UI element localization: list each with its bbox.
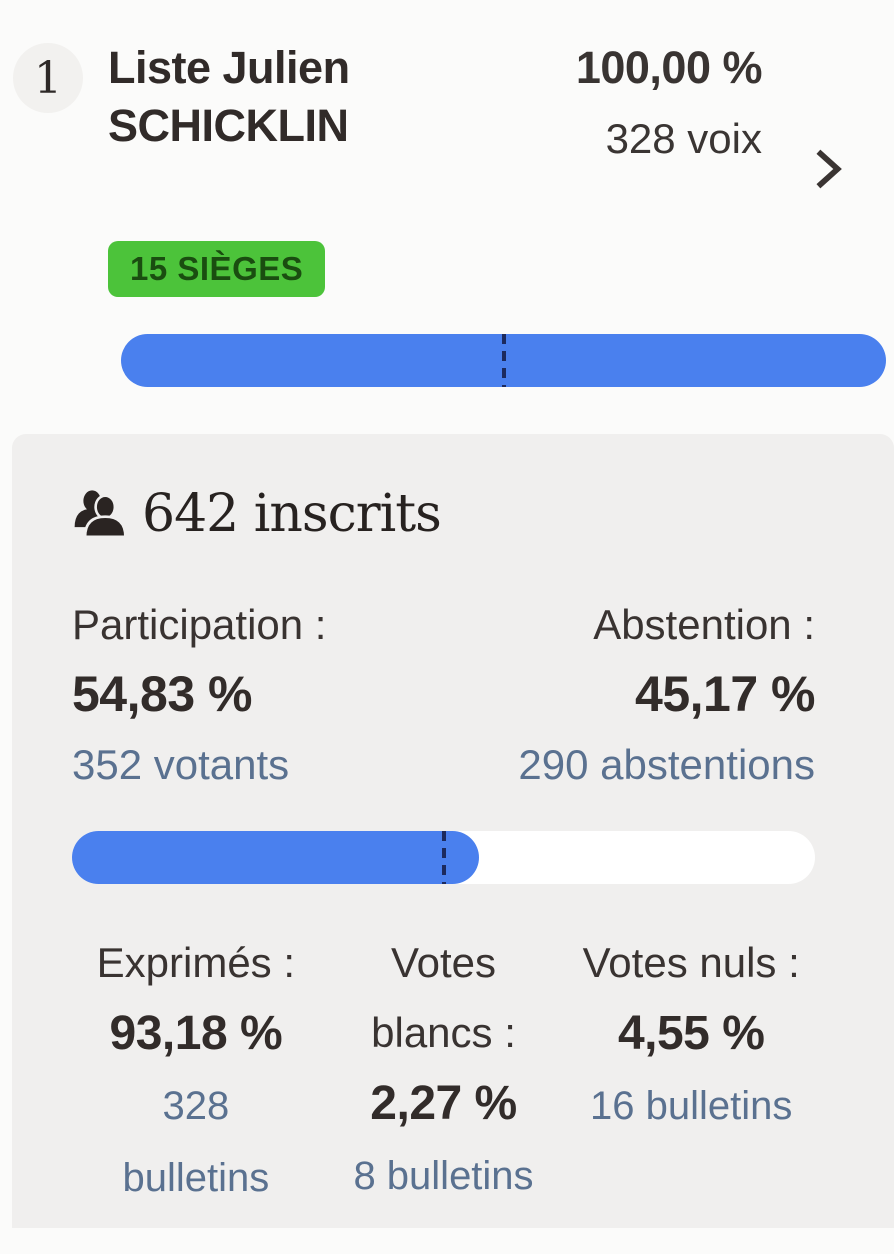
- participation-detail: 352 votants: [72, 741, 290, 789]
- participation-value: 54,83 %: [72, 666, 252, 723]
- list-score-block: 100,00 % 328 voix: [572, 39, 763, 162]
- exprimes-value: 93,18 %: [109, 1006, 283, 1060]
- list-percent: 100,00 %: [575, 42, 763, 93]
- votes-blancs-detail: 8 bulletins: [353, 1153, 534, 1198]
- list-result-row[interactable]: 1 Liste Julien SCHICKLIN 100,00 % 328 vo…: [13, 39, 894, 199]
- participation-label: Participation :: [72, 600, 327, 648]
- abstention-block: Abstention : 45,17 % 290 abstentions: [518, 600, 815, 791]
- seats-badge: 15 SIÈGES: [108, 241, 326, 297]
- participation-bar: [72, 830, 815, 884]
- abstention-label: Abstention :: [593, 600, 815, 648]
- list-name: Liste Julien SCHICKLIN: [108, 42, 350, 151]
- registered-count: 642 inscrits: [142, 483, 442, 544]
- registered-row: 642 inscrits: [72, 484, 815, 544]
- exprimes-detail: 328 bulletins: [122, 1083, 270, 1200]
- votes-blancs-label: Votes blancs :: [371, 938, 516, 1056]
- votes-blancs-value: 2,27 %: [370, 1076, 517, 1130]
- participation-abstention-row: Participation : 54,83 % 352 votants Abst…: [72, 600, 815, 791]
- list-result-bar: [121, 333, 886, 387]
- exprimes-label: Exprimés :: [96, 938, 296, 986]
- majority-marker: [501, 333, 506, 387]
- list-result-card: 1 Liste Julien SCHICKLIN 100,00 % 328 vo…: [0, 0, 894, 387]
- votes-blancs-block: Votes blancs : 2,27 % 8 bulletins: [320, 928, 568, 1214]
- exprimes-block: Exprimés : 93,18 % 328 bulletins: [72, 928, 320, 1214]
- votes-nuls-detail: 16 bulletins: [589, 1083, 793, 1128]
- votes-nuls-value: 4,55 %: [617, 1006, 765, 1060]
- list-details-button[interactable]: [762, 139, 894, 199]
- votes-nuls-block: Votes nuls : 4,55 % 16 bulletins: [567, 928, 815, 1214]
- ballots-row: Exprimés : 93,18 % 328 bulletins Votes b…: [72, 928, 815, 1214]
- rank-number: 1: [34, 52, 62, 104]
- participation-block: Participation : 54,83 % 352 votants: [72, 600, 326, 791]
- fifty-percent-marker: [441, 830, 446, 884]
- abstention-value: 45,17 %: [635, 666, 815, 723]
- participation-bar-fill: [72, 830, 480, 884]
- rank-badge: 1: [13, 43, 83, 113]
- votes-nuls-label: Votes nuls :: [582, 938, 800, 986]
- list-votes: 328 voix: [605, 114, 762, 162]
- people-icon: [72, 486, 128, 542]
- abstention-detail: 290 abstentions: [518, 741, 815, 789]
- chevron-right-icon: [805, 139, 851, 199]
- turnout-card: 642 inscrits Participation : 54,83 % 352…: [12, 433, 894, 1228]
